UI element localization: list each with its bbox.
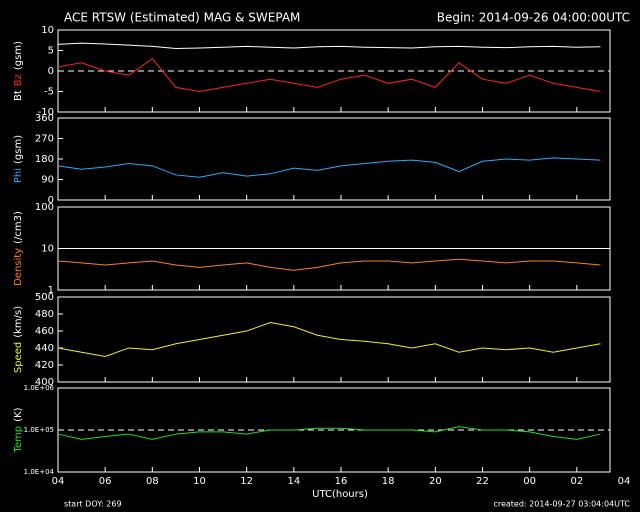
y-axis-label: Speed (km/s) — [13, 306, 24, 373]
x-tick-label: 00 — [523, 476, 536, 487]
x-tick-label: 10 — [193, 476, 206, 487]
y-axis-label-part: (/cm3) — [13, 211, 24, 244]
data-line — [57, 426, 601, 440]
y-axis-label-part: Temp — [13, 426, 24, 454]
y-tick-label: 1.0E+06 — [24, 384, 55, 392]
y-axis-label-part: Phi — [13, 168, 24, 183]
data-line — [57, 258, 601, 271]
y-tick-label: 1 — [48, 285, 54, 296]
data-line — [57, 157, 601, 178]
y-tick-label: 5 — [48, 46, 54, 57]
x-tick-label: 22 — [476, 476, 489, 487]
y-tick-label: 0 — [48, 66, 54, 77]
x-tick-label: 12 — [240, 476, 253, 487]
x-tick-label: 08 — [146, 476, 159, 487]
y-tick-label: 10 — [41, 25, 54, 36]
chart-title: ACE RTSW (Estimated) MAG & SWEPAM — [64, 11, 300, 25]
x-tick-label: 16 — [335, 476, 348, 487]
data-line — [57, 58, 601, 93]
y-axis-label: Phi (gsm) — [13, 135, 24, 183]
y-axis-label-part: Bt — [13, 90, 24, 101]
x-tick-label: 14 — [287, 476, 300, 487]
y-tick-label: 100 — [35, 202, 54, 213]
y-axis-label-part: (gsm) — [13, 41, 24, 70]
data-line — [57, 42, 601, 49]
x-tick-label: 06 — [99, 476, 112, 487]
y-tick-label: 10 — [41, 244, 54, 255]
y-tick-label: 1.0E+04 — [24, 468, 55, 476]
y-tick-label: -5 — [44, 87, 54, 98]
y-tick-label: 500 — [35, 292, 54, 303]
y-tick-label: 460 — [35, 326, 54, 337]
data-line — [57, 321, 601, 358]
panel-frame — [57, 296, 611, 383]
y-tick-label: 400 — [35, 377, 54, 388]
created-time: created: 2014-09-27 03:04:04UTC — [493, 500, 630, 509]
y-axis-label-part: Density — [13, 248, 24, 286]
x-tick-label: 20 — [429, 476, 442, 487]
panel-frame — [57, 117, 611, 201]
y-tick-label: 180 — [35, 154, 54, 165]
y-axis-label: Bt Bz (gsm) — [13, 41, 24, 101]
y-axis-label: Temp (K) — [13, 407, 24, 453]
y-tick-label: 420 — [35, 360, 54, 371]
y-tick-label: 90 — [41, 175, 54, 186]
y-tick-label: 1.0E+05 — [24, 426, 54, 434]
y-axis-label-part: (K) — [13, 407, 24, 421]
begin-time: Begin: 2014-09-26 04:00:00UTC — [437, 11, 630, 25]
x-tick-label: 18 — [382, 476, 395, 487]
y-axis-label-part: Bz — [13, 74, 24, 86]
x-tick-label: 04 — [618, 476, 631, 487]
start-doy: start DOY: 269 — [64, 500, 122, 509]
y-tick-label: -10 — [38, 107, 54, 118]
y-tick-label: 360 — [35, 113, 54, 124]
y-axis-label-part: (gsm) — [13, 135, 24, 164]
y-tick-label: 0 — [48, 195, 54, 206]
y-tick-label: 270 — [35, 134, 54, 145]
x-tick-label: 04 — [52, 476, 65, 487]
y-axis-label-part: (km/s) — [13, 306, 24, 338]
y-axis-label-part: Speed — [13, 342, 24, 373]
y-tick-label: 480 — [35, 309, 54, 320]
x-axis-label: UTC(hours) — [312, 489, 368, 500]
y-tick-label: 440 — [35, 343, 54, 354]
y-axis-label: Density (/cm3) — [13, 211, 24, 286]
x-tick-label: 02 — [570, 476, 583, 487]
